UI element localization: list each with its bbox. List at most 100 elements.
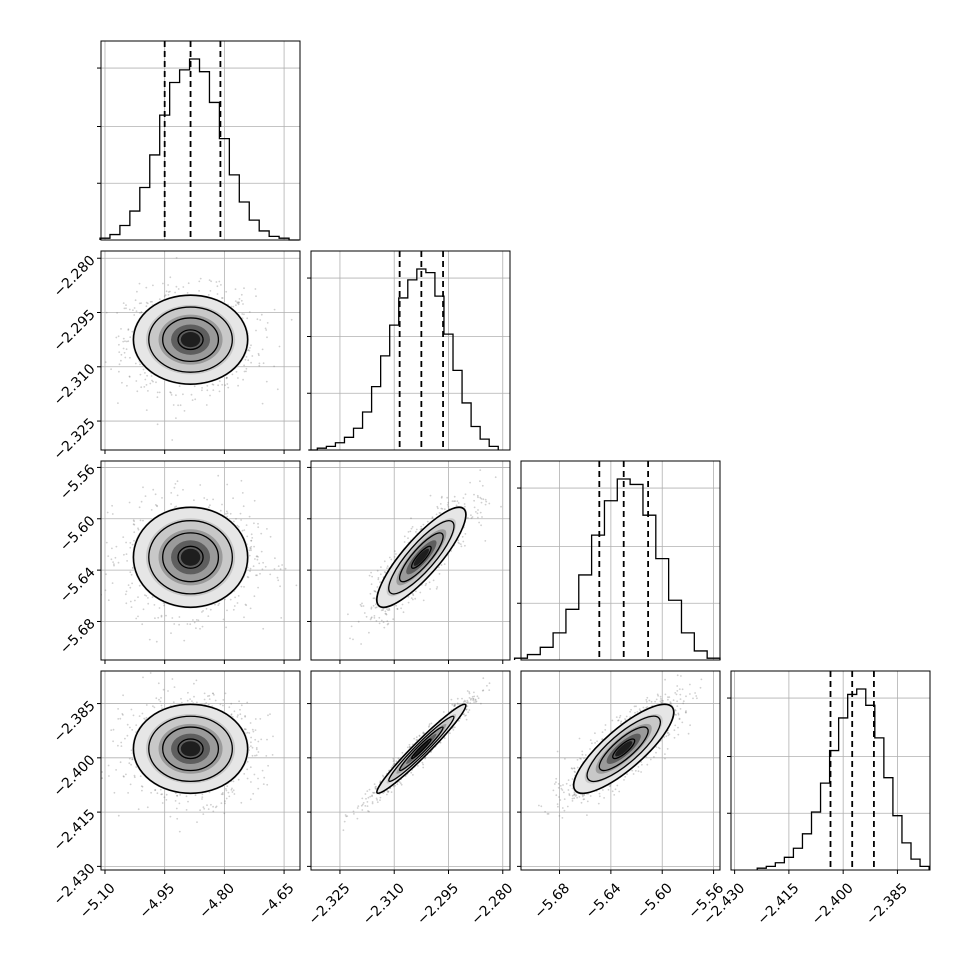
sample-point [212,498,215,501]
sample-point [208,694,211,697]
sample-point [209,608,212,611]
sample-point [111,513,114,515]
sample-point [393,556,396,558]
sample-point [151,596,154,599]
sample-point [143,386,146,388]
sample-point [226,515,229,518]
sample-point [360,605,363,608]
sample-point [410,517,412,520]
sample-point [240,717,243,720]
sample-point [256,574,258,577]
sample-point [376,586,379,588]
sample-point [169,391,172,394]
sample-point [126,384,128,387]
sample-point [138,302,141,305]
sample-point [94,329,96,331]
sample-point [262,783,265,785]
sample-point [240,585,243,588]
sample-point [374,590,377,593]
sample-point [234,300,237,302]
sample-point [370,616,373,619]
sample-point [428,725,431,727]
sample-point [377,578,380,581]
sample-point [246,701,249,704]
sample-point [248,554,251,557]
sample-point [189,623,192,626]
sample-point [193,499,195,502]
sample-point [169,815,172,818]
sample-point [365,797,367,800]
sample-point [238,700,241,703]
sample-point [129,571,132,574]
sample-point [182,488,184,491]
sample-point [258,364,261,367]
sample-point [117,718,120,720]
sample-point [209,504,211,507]
sample-point [175,505,178,508]
sample-point [386,565,389,568]
sample-point [176,794,179,797]
sample-point [231,791,234,793]
sample-point [252,565,255,568]
sample-point [370,583,373,586]
sample-point [189,698,192,700]
sample-point [219,703,222,706]
sample-point [403,541,406,543]
sample-point [243,364,246,367]
sample-point [249,570,251,572]
sample-point [362,605,365,607]
sample-point [465,708,468,711]
sample-point [111,547,113,550]
sample-point [458,720,460,722]
sample-point [192,619,194,621]
sample-point [117,561,120,564]
sample-point [144,372,146,374]
sample-point [129,726,131,729]
sample-point [232,789,235,792]
sample-point [183,410,186,412]
sample-point [481,516,483,518]
sample-point [145,595,148,597]
sample-point [106,511,109,514]
sample-point [134,362,137,365]
sample-point [257,586,259,589]
sample-point [250,545,253,548]
sample-point [220,793,223,796]
sample-point [257,740,260,743]
sample-point [382,774,384,777]
sample-point [170,503,173,505]
sample-point [211,383,214,386]
sample-point [123,553,125,556]
sample-point [146,302,149,305]
sample-point [249,798,252,801]
sample-point [261,402,264,405]
sample-point [131,758,134,760]
sample-point [396,608,399,610]
sample-point [249,607,252,610]
sample-point [243,616,245,619]
sample-point [407,601,410,604]
sample-point [424,584,427,587]
sample-point [441,507,444,510]
sample-point [129,546,132,549]
sample-point [443,737,446,740]
sample-point [261,769,264,772]
sample-point [191,700,193,702]
sample-point [138,715,141,717]
sample-point [221,793,224,796]
sample-point [258,354,260,357]
sample-point [142,368,145,371]
sample-point [174,291,177,294]
sample-point [127,340,130,343]
sample-point [140,500,143,503]
sample-point [215,281,218,283]
sample-point [262,362,265,365]
sample-point [165,793,168,796]
sample-point [431,516,434,518]
sample-point [198,280,201,283]
sample-point [280,617,283,619]
sample-point [240,801,243,804]
sample-point [473,493,475,496]
sample-point [175,394,177,397]
sample-point [249,547,252,550]
